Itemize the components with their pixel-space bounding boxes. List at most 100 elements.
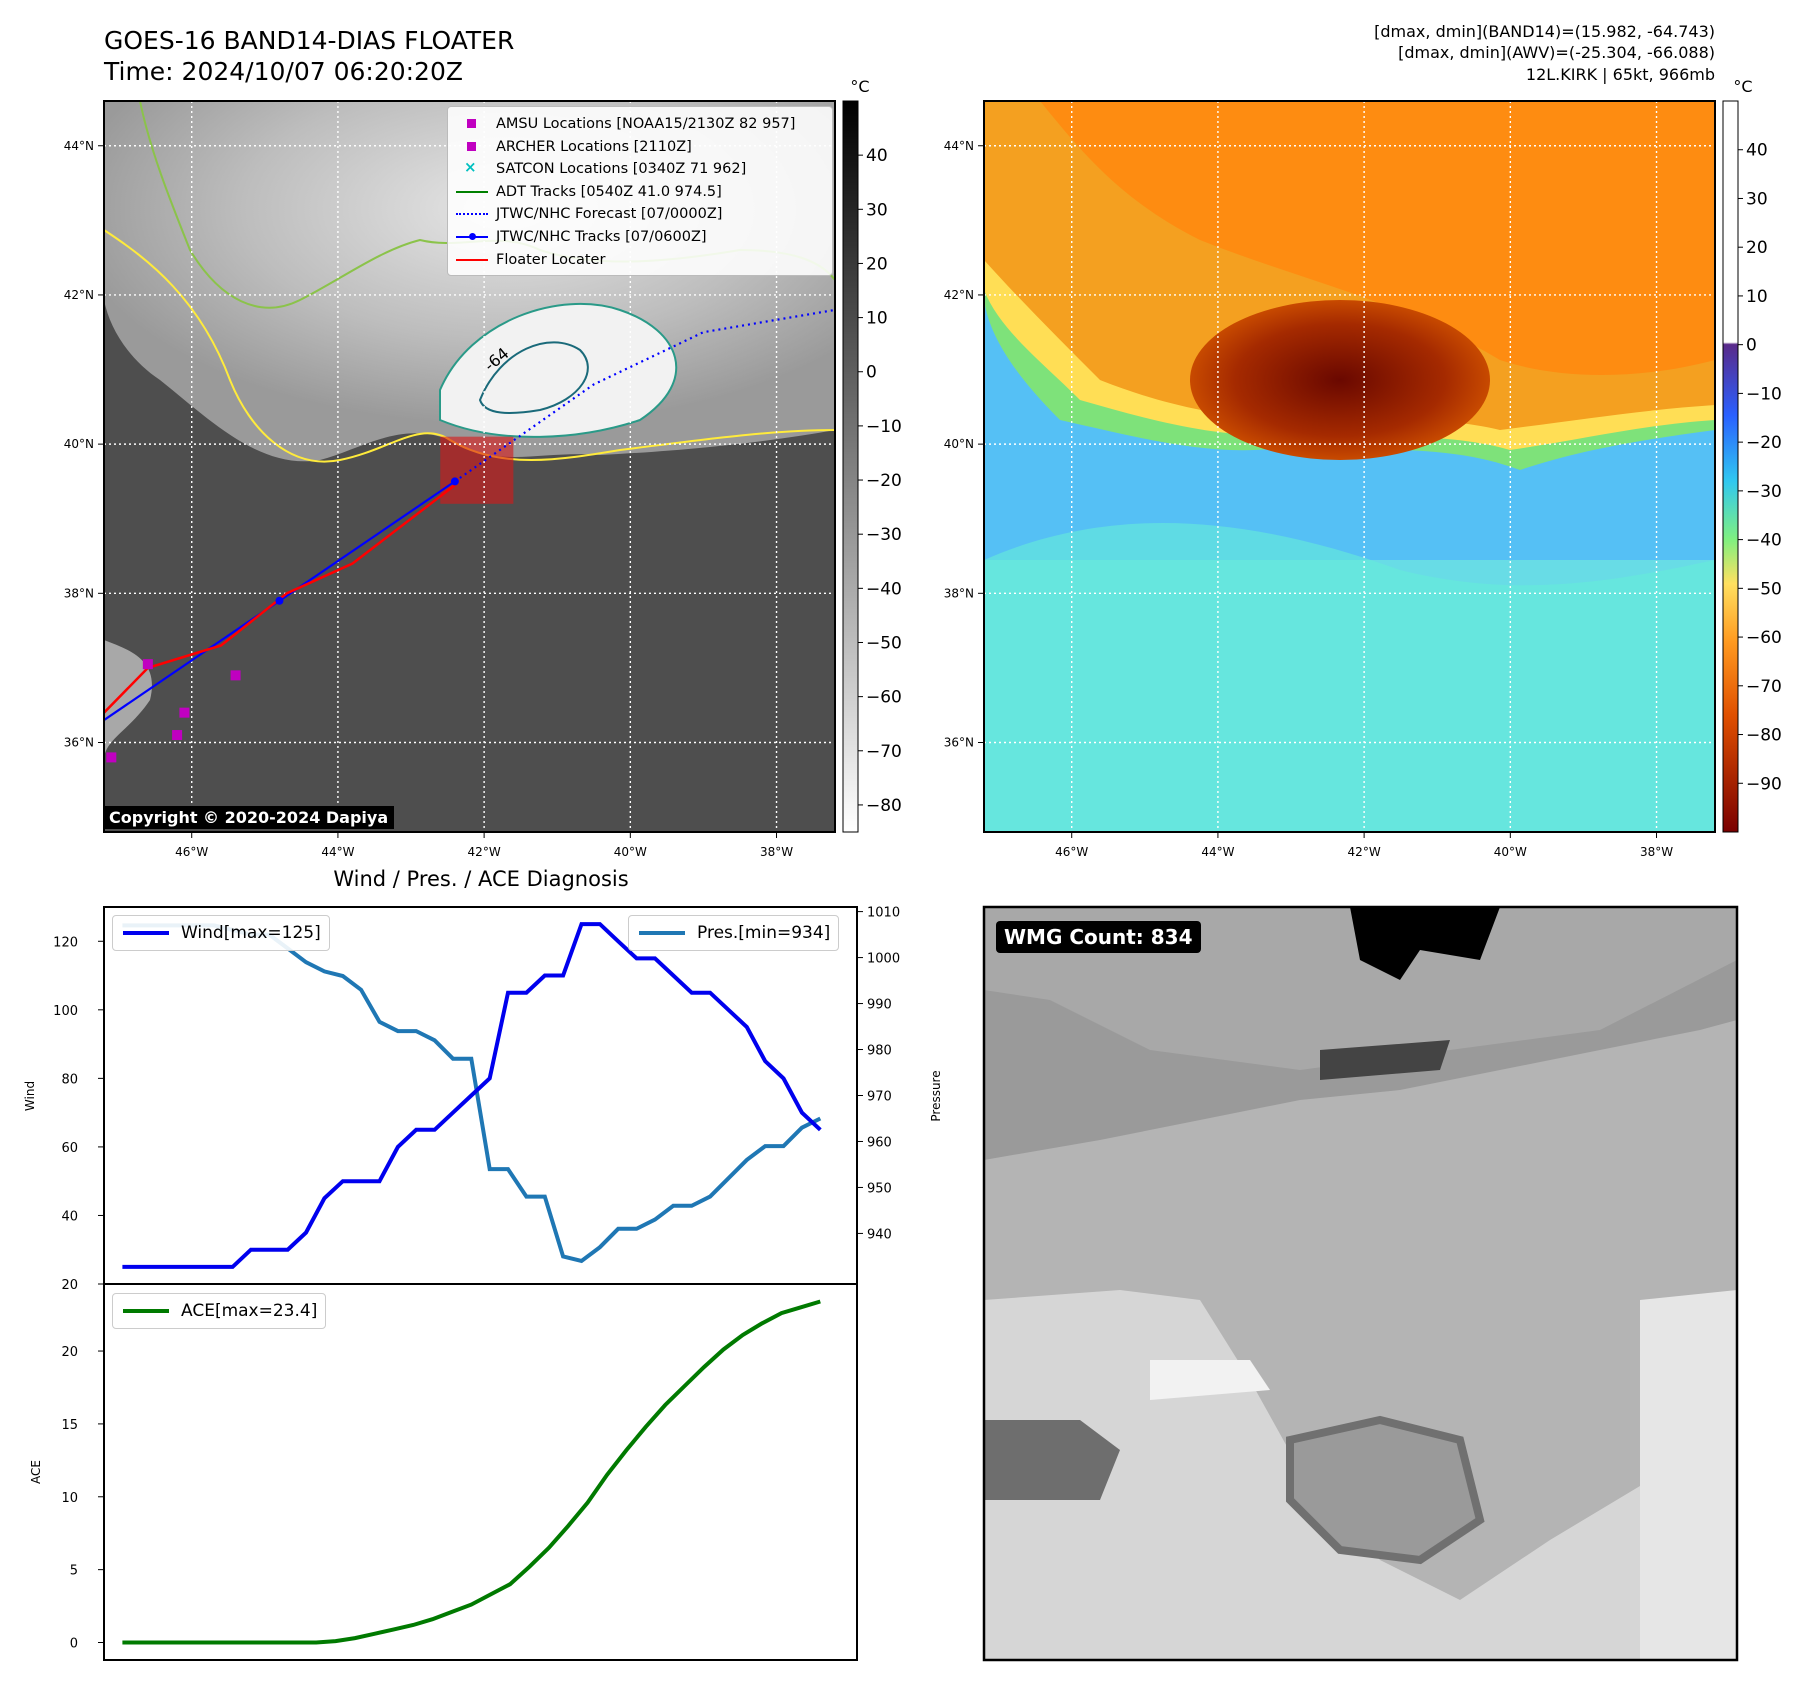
lon-tick-label: 38°W bbox=[1640, 845, 1673, 859]
lon-tick-label: 38°W bbox=[760, 845, 793, 859]
colorbar-tick-label: −40 bbox=[866, 579, 902, 599]
lat-tick-label: 44°N bbox=[944, 139, 974, 153]
colorbar-tick-label: −80 bbox=[1746, 726, 1782, 746]
wmg-dark-block bbox=[1350, 907, 1500, 980]
legend-symbol: × bbox=[464, 158, 477, 177]
colorbar-tick-label: −20 bbox=[1746, 433, 1782, 453]
cold-cloud-tops bbox=[439, 302, 678, 438]
colorbar-tick-label: 0 bbox=[866, 363, 877, 383]
legend-entry: ARCHER Locations [2110Z] bbox=[448, 136, 692, 158]
colorbar-tick-label: −70 bbox=[1746, 677, 1782, 697]
ace-tick-label: 0 bbox=[70, 1637, 78, 1652]
colorbar-tick-label: 10 bbox=[1746, 287, 1768, 307]
wind-pressure-chart: 20 40 60 80 100 120 940 950 960 970 980 990 1000 101… bbox=[23, 906, 943, 1293]
pressure-tick-label: 950 bbox=[867, 1181, 892, 1196]
wind-tick-label: 40 bbox=[61, 1209, 78, 1224]
colorbar-tick-label: −20 bbox=[866, 471, 902, 491]
pressure-tick-label: 940 bbox=[867, 1227, 892, 1242]
lon-tick-label: 44°W bbox=[321, 845, 354, 859]
wind-legend-swatch bbox=[123, 931, 169, 935]
figure-time: Time: 2024/10/07 06:20:20Z bbox=[104, 57, 463, 86]
colorbar-tick-label: 40 bbox=[1746, 141, 1768, 161]
legend-entry: AMSU Locations [NOAA15/2130Z 82 957] bbox=[448, 113, 795, 135]
legend-label: JTWC/NHC Forecast [07/0000Z] bbox=[496, 206, 723, 223]
colorbar-tick-label: −10 bbox=[866, 417, 902, 437]
right-colorbar: °C 40 30 20 10 0 −10 −20 −30 −40 −50 −60 −70 −80 −90 bbox=[1722, 77, 1782, 833]
pressure-legend-label: Pres.[min=934] bbox=[697, 923, 831, 943]
legend-symbol bbox=[448, 249, 496, 271]
colorbar-tick-label: −10 bbox=[1746, 384, 1782, 404]
lat-tick-label: 40°N bbox=[64, 437, 94, 451]
lon-tick-label: 42°W bbox=[468, 845, 501, 859]
legend-entry: JTWC/NHC Forecast [07/0000Z] bbox=[448, 203, 722, 225]
legend-symbol bbox=[448, 181, 496, 203]
contour-minus-64 bbox=[478, 341, 589, 414]
map-legend: AMSU Locations [NOAA15/2130Z 82 957] ARCH… bbox=[447, 106, 833, 276]
wind-tick-label: 100 bbox=[53, 1004, 78, 1019]
lat-tick-label: 42°N bbox=[944, 288, 974, 302]
lat-tick-label: 36°N bbox=[64, 735, 94, 749]
copyright-label: Copyright © 2020-2024 Dapiya bbox=[103, 806, 395, 829]
track-point bbox=[450, 477, 459, 486]
track-point bbox=[275, 596, 284, 605]
legend-label: ARCHER Locations [2110Z] bbox=[496, 138, 692, 155]
dmax-band14: [dmax, dmin](BAND14)=(15.982, -64.743) bbox=[1374, 22, 1715, 41]
ace-tick-label: 15 bbox=[61, 1418, 78, 1433]
left-colorbar-unit: °C bbox=[850, 77, 869, 96]
amsu-location bbox=[172, 730, 183, 741]
wind-tick-label: 80 bbox=[61, 1072, 78, 1087]
lon-tick-label: 40°W bbox=[1494, 845, 1527, 859]
pressure-tick-label: 990 bbox=[867, 998, 892, 1013]
wind-legend-label: Wind[max=125] bbox=[181, 923, 321, 943]
lon-tick-label: 42°W bbox=[1348, 845, 1381, 859]
pressure-tick-label: 980 bbox=[867, 1044, 892, 1059]
awv-satellite-map: 46°W 44°W 42°W 40°W 38°W 44°N 42°N 40°N 38°N 36°N bbox=[944, 100, 1716, 859]
dmax-awv: [dmax, dmin](AWV)=(-25.304, -66.088) bbox=[1398, 43, 1715, 62]
pressure-tick-label: 1010 bbox=[867, 906, 900, 921]
wind-axis-label: Wind bbox=[23, 1081, 37, 1111]
colorbar-tick-label: −60 bbox=[866, 688, 902, 708]
amsu-location bbox=[142, 659, 153, 670]
wind-tick-label: 20 bbox=[61, 1278, 78, 1293]
colorbar-tick-label: 10 bbox=[866, 309, 888, 329]
ace-line bbox=[122, 1299, 821, 1645]
right-colorbar-unit: °C bbox=[1733, 77, 1752, 96]
wmg-count-label: WMG Count: 834 bbox=[996, 921, 1201, 953]
lat-tick-label: 42°N bbox=[64, 288, 94, 302]
legend-entry: JTWC/NHC Tracks [07/0600Z] bbox=[448, 226, 707, 248]
wind-legend: Wind[max=125] bbox=[112, 915, 330, 951]
legend-symbol bbox=[448, 113, 496, 135]
ace-legend-label: ACE[max=23.4] bbox=[181, 1301, 318, 1321]
pressure-tick-label: 970 bbox=[867, 1090, 892, 1105]
lat-tick-label: 40°N bbox=[944, 437, 974, 451]
cloud-patch-south bbox=[104, 640, 152, 760]
pressure-axis-label: Pressure bbox=[929, 1070, 943, 1121]
colorbar-tick-label: −50 bbox=[1746, 579, 1782, 599]
lon-tick-label: 46°W bbox=[1055, 845, 1088, 859]
pressure-tick-label: 960 bbox=[867, 1135, 892, 1150]
amsu-location bbox=[230, 670, 241, 681]
left-colorbar: °C 40 30 20 10 0 −10 −20 −30 −40 −50 −60 −70 −80 bbox=[842, 77, 902, 833]
legend-symbol bbox=[448, 226, 496, 248]
colorbar-tick-label: −80 bbox=[866, 796, 902, 816]
pressure-legend-swatch bbox=[639, 931, 685, 935]
lon-tick-label: 44°W bbox=[1201, 845, 1234, 859]
legend-label: ADT Tracks [0540Z 41.0 974.5] bbox=[496, 183, 722, 200]
floater-box bbox=[440, 436, 514, 504]
amsu-location bbox=[106, 752, 117, 763]
legend-symbol bbox=[448, 136, 496, 158]
pressure-tick-label: 1000 bbox=[867, 952, 900, 967]
ace-tick-label: 10 bbox=[61, 1491, 78, 1506]
pressure-legend: Pres.[min=934] bbox=[628, 915, 840, 951]
figure-title: GOES-16 BAND14-DIAS FLOATER bbox=[104, 26, 515, 55]
left-map-frame bbox=[103, 100, 836, 833]
lat-tick-label: 38°N bbox=[64, 586, 94, 600]
lon-tick-label: 46°W bbox=[175, 845, 208, 859]
ace-legend: ACE[max=23.4] bbox=[112, 1293, 327, 1329]
wind-tick-label: 120 bbox=[53, 935, 78, 950]
wind-line bbox=[122, 922, 822, 1269]
legend-symbol bbox=[448, 203, 496, 225]
colorbar-tick-label: 20 bbox=[1746, 238, 1768, 258]
legend-entry: × SATCON Locations [0340Z 71 962] bbox=[448, 158, 746, 180]
colorbar-tick-label: −40 bbox=[1746, 531, 1782, 551]
